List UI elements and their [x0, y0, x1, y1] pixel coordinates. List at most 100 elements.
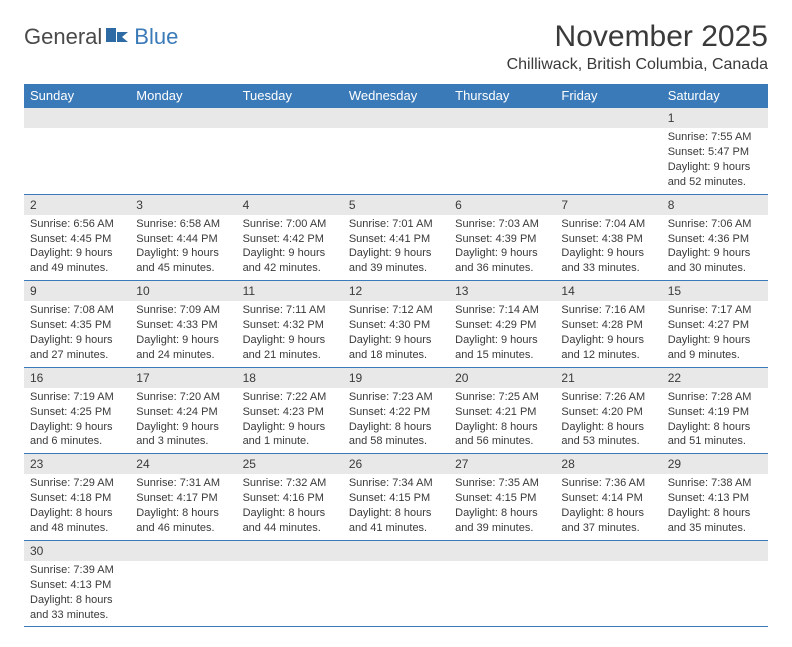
day-number: 22 [662, 368, 768, 388]
weekday-header: Friday [555, 84, 661, 108]
calendar-cell: 20 Sunrise: 7:25 AMSunset: 4:21 PMDayligh… [449, 367, 555, 454]
daylight-text: Daylight: 9 hours and 24 minutes. [136, 333, 230, 363]
weekday-header: Sunday [24, 84, 130, 108]
day-number: 24 [130, 454, 236, 474]
calendar-cell: 3Sunrise: 6:58 AMSunset: 4:44 PMDaylight… [130, 194, 236, 281]
day-number [555, 108, 661, 128]
day-details: Sunrise: 7:03 AMSunset: 4:39 PMDaylight:… [449, 215, 555, 280]
day-number [130, 541, 236, 561]
brand-part2: Blue [134, 24, 178, 50]
calendar-cell [24, 108, 130, 195]
day-details: Sunrise: 7:39 AMSunset: 4:13 PMDaylight:… [24, 561, 130, 626]
calendar-cell [449, 540, 555, 627]
day-number: 7 [555, 195, 661, 215]
calendar-cell: 19Sunrise: 7:23 AMSunset: 4:22 PMDayligh… [343, 367, 449, 454]
sunrise-text: Sunrise: 7:06 AM [668, 217, 762, 232]
daylight-text: Daylight: 8 hours and 35 minutes. [668, 506, 762, 536]
flag-icon [106, 24, 132, 50]
sunset-text: Sunset: 4:44 PM [136, 232, 230, 247]
calendar-cell [343, 540, 449, 627]
calendar-cell: 13Sunrise: 7:14 AMSunset: 4:29 PMDayligh… [449, 281, 555, 368]
sunrise-text: Sunrise: 6:58 AM [136, 217, 230, 232]
calendar-cell: 11Sunrise: 7:11 AMSunset: 4:32 PMDayligh… [237, 281, 343, 368]
calendar-cell: 18Sunrise: 7:22 AMSunset: 4:23 PMDayligh… [237, 367, 343, 454]
day-number [449, 541, 555, 561]
day-details: Sunrise: 6:58 AMSunset: 4:44 PMDaylight:… [130, 215, 236, 280]
sunset-text: Sunset: 4:16 PM [243, 491, 337, 506]
calendar-cell: 17Sunrise: 7:20 AMSunset: 4:24 PMDayligh… [130, 367, 236, 454]
day-details: Sunrise: 7:28 AMSunset: 4:19 PMDaylight:… [662, 388, 768, 453]
day-number: 2 [24, 195, 130, 215]
day-number [237, 541, 343, 561]
day-details: Sunrise: 7:29 AMSunset: 4:18 PMDaylight:… [24, 474, 130, 539]
day-details: Sunrise: 7:11 AMSunset: 4:32 PMDaylight:… [237, 301, 343, 366]
calendar-cell [237, 540, 343, 627]
sunrise-text: Sunrise: 7:08 AM [30, 303, 124, 318]
day-number [130, 108, 236, 128]
calendar-cell: 21 Sunrise: 7:26 AMSunset: 4:20 PMDayligh… [555, 367, 661, 454]
daylight-text: Daylight: 9 hours and 12 minutes. [561, 333, 655, 363]
sunrise-text: Sunrise: 7:22 AM [243, 390, 337, 405]
weekday-header: Tuesday [237, 84, 343, 108]
calendar-cell: 10Sunrise: 7:09 AMSunset: 4:33 PMDayligh… [130, 281, 236, 368]
sunrise-text: Sunrise: 7:38 AM [668, 476, 762, 491]
day-number: 28 [555, 454, 661, 474]
daylight-text: Daylight: 9 hours and 45 minutes. [136, 246, 230, 276]
day-number: 4 [237, 195, 343, 215]
day-number: 11 [237, 281, 343, 301]
daylight-text: Daylight: 9 hours and 21 minutes. [243, 333, 337, 363]
daylight-text: Daylight: 9 hours and 3 minutes. [136, 420, 230, 450]
day-details: Sunrise: 7:31 AMSunset: 4:17 PMDaylight:… [130, 474, 236, 539]
day-number: 21 [555, 368, 661, 388]
brand-part1: General [24, 24, 102, 50]
calendar-cell: 22Sunrise: 7:28 AMSunset: 4:19 PMDayligh… [662, 367, 768, 454]
calendar-cell: 27Sunrise: 7:35 AMSunset: 4:15 PMDayligh… [449, 454, 555, 541]
day-number: 20 [449, 368, 555, 388]
calendar-cell [343, 108, 449, 195]
calendar-cell: 16Sunrise: 7:19 AMSunset: 4:25 PMDayligh… [24, 367, 130, 454]
sunset-text: Sunset: 4:20 PM [561, 405, 655, 420]
calendar-header-row: SundayMondayTuesdayWednesdayThursdayFrid… [24, 84, 768, 108]
daylight-text: Daylight: 8 hours and 56 minutes. [455, 420, 549, 450]
sunrise-text: Sunrise: 7:03 AM [455, 217, 549, 232]
sunset-text: Sunset: 4:32 PM [243, 318, 337, 333]
day-number: 17 [130, 368, 236, 388]
location: Chilliwack, British Columbia, Canada [507, 56, 768, 74]
sunrise-text: Sunrise: 7:14 AM [455, 303, 549, 318]
sunrise-text: Sunrise: 7:26 AM [561, 390, 655, 405]
daylight-text: Daylight: 9 hours and 39 minutes. [349, 246, 443, 276]
day-number: 12 [343, 281, 449, 301]
sunset-text: Sunset: 4:21 PM [455, 405, 549, 420]
day-number: 3 [130, 195, 236, 215]
calendar-cell [449, 108, 555, 195]
calendar-table: SundayMondayTuesdayWednesdayThursdayFrid… [24, 84, 768, 627]
daylight-text: Daylight: 8 hours and 53 minutes. [561, 420, 655, 450]
day-details: Sunrise: 7:14 AMSunset: 4:29 PMDaylight:… [449, 301, 555, 366]
calendar-cell [662, 540, 768, 627]
sunset-text: Sunset: 4:28 PM [561, 318, 655, 333]
day-details: Sunrise: 7:36 AMSunset: 4:14 PMDaylight:… [555, 474, 661, 539]
daylight-text: Daylight: 9 hours and 30 minutes. [668, 246, 762, 276]
day-details: Sunrise: 7:08 AMSunset: 4:35 PMDaylight:… [24, 301, 130, 366]
daylight-text: Daylight: 9 hours and 27 minutes. [30, 333, 124, 363]
calendar-cell: 9Sunrise: 7:08 AMSunset: 4:35 PMDaylight… [24, 281, 130, 368]
day-details: Sunrise: 7:09 AMSunset: 4:33 PMDaylight:… [130, 301, 236, 366]
sunset-text: Sunset: 4:36 PM [668, 232, 762, 247]
daylight-text: Daylight: 9 hours and 49 minutes. [30, 246, 124, 276]
sunset-text: Sunset: 4:13 PM [30, 578, 124, 593]
sunrise-text: Sunrise: 7:35 AM [455, 476, 549, 491]
day-details: Sunrise: 7:32 AMSunset: 4:16 PMDaylight:… [237, 474, 343, 539]
weekday-header: Thursday [449, 84, 555, 108]
sunrise-text: Sunrise: 7:23 AM [349, 390, 443, 405]
title-block: November 2025 Chilliwack, British Columb… [507, 20, 768, 76]
day-details: Sunrise: 7:12 AMSunset: 4:30 PMDaylight:… [343, 301, 449, 366]
sunrise-text: Sunrise: 7:25 AM [455, 390, 549, 405]
calendar-cell [130, 540, 236, 627]
calendar-cell: 4Sunrise: 7:00 AMSunset: 4:42 PMDaylight… [237, 194, 343, 281]
sunset-text: Sunset: 4:41 PM [349, 232, 443, 247]
daylight-text: Daylight: 9 hours and 36 minutes. [455, 246, 549, 276]
month-title: November 2025 [507, 20, 768, 54]
sunset-text: Sunset: 4:19 PM [668, 405, 762, 420]
daylight-text: Daylight: 8 hours and 58 minutes. [349, 420, 443, 450]
daylight-text: Daylight: 9 hours and 15 minutes. [455, 333, 549, 363]
